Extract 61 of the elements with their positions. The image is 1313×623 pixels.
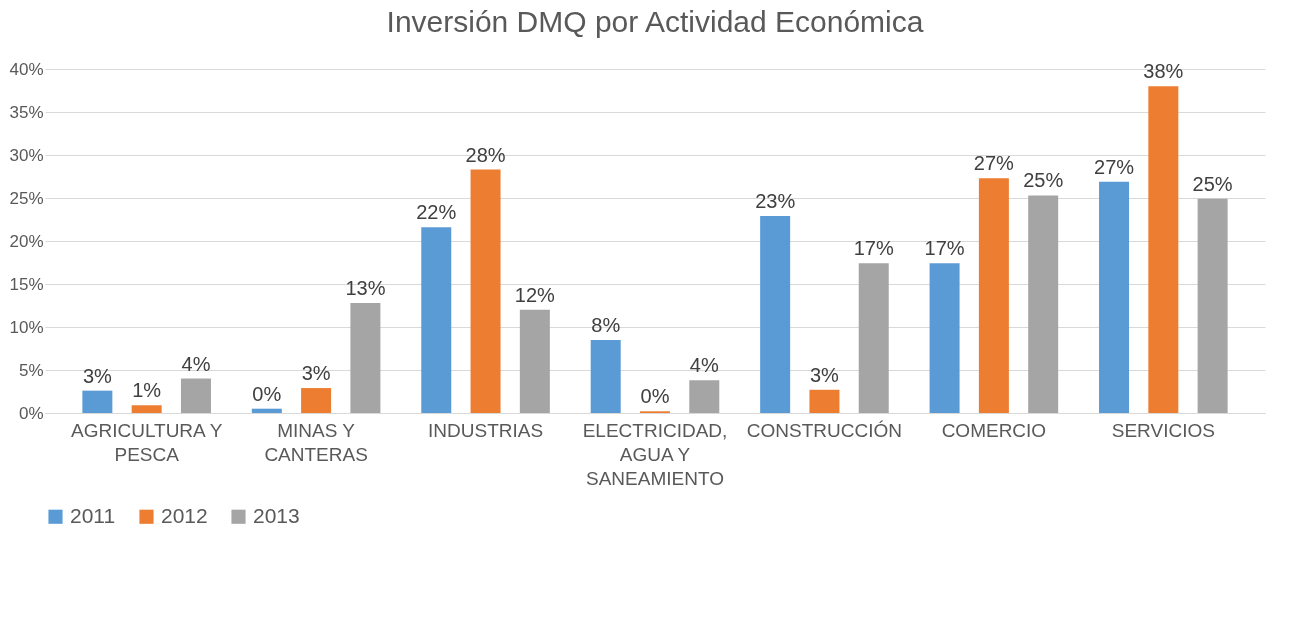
bar [131, 405, 162, 413]
data-label: 25% [1192, 172, 1233, 195]
bar [301, 388, 332, 413]
bar [470, 169, 501, 413]
x-tick-label: MINAS Y CANTERAS [264, 419, 368, 465]
data-label: 3% [82, 364, 113, 387]
bar [978, 178, 1009, 413]
y-tick-label: 20% [9, 231, 44, 251]
bar [809, 389, 840, 413]
data-label: 17% [924, 237, 965, 260]
bar [858, 263, 889, 413]
data-label: 4% [181, 352, 211, 375]
data-label: 38% [1143, 60, 1184, 83]
data-label: 3% [301, 362, 331, 385]
bar [350, 302, 381, 413]
legend-label: 2011 [70, 503, 116, 527]
data-label: 0% [252, 382, 282, 405]
y-tick-label: 25% [9, 188, 44, 208]
y-tick-label: 10% [9, 317, 44, 337]
y-tick-label: 15% [9, 274, 44, 294]
bar [689, 380, 720, 413]
x-tick-label: AGRICULTURA Y PESCA [70, 419, 223, 465]
x-tick-label: CONSTRUCCIÓN [746, 419, 903, 441]
y-tick-label: 30% [9, 145, 44, 165]
bar [1148, 86, 1179, 413]
legend-label: 2012 [161, 503, 208, 527]
data-label: 12% [514, 283, 556, 306]
x-tick-label: COMERCIO [941, 419, 1047, 441]
y-tick-label: 5% [18, 360, 44, 380]
legend-label: 2013 [253, 503, 300, 527]
data-label: 1% [132, 379, 162, 402]
y-tick-label: 35% [9, 102, 44, 122]
data-label: 27% [973, 152, 1015, 175]
data-label: 22% [416, 201, 457, 224]
data-label: 3% [809, 363, 840, 386]
data-label: 27% [1094, 155, 1135, 178]
data-label: 28% [465, 143, 506, 166]
chart-title: Inversión DMQ por Actividad Económica [386, 5, 924, 38]
x-tick-label: SERVICIOS [1111, 419, 1215, 441]
bar [1197, 198, 1228, 413]
bar [82, 390, 113, 413]
data-label: 0% [640, 385, 670, 408]
x-tick-label: ELECTRICIDAD, AGUA Y SANEAMIENTO [582, 419, 728, 489]
data-label: 4% [689, 354, 719, 377]
bar [929, 263, 960, 413]
bar [590, 339, 621, 413]
data-label: 8% [591, 313, 621, 336]
bar [760, 216, 791, 413]
data-label: 17% [853, 237, 894, 260]
bar [421, 227, 452, 413]
x-tick-label: INDUSTRIAS [428, 419, 544, 441]
bar [1028, 195, 1059, 413]
bar [519, 309, 550, 413]
bar [1099, 181, 1130, 413]
data-label: 25% [1023, 169, 1064, 192]
y-tick-label: 40% [9, 59, 44, 79]
data-label: 23% [755, 190, 796, 213]
data-label: 13% [345, 276, 386, 299]
y-tick-label: 0% [18, 403, 44, 423]
bar [251, 408, 282, 413]
bar [180, 378, 211, 413]
